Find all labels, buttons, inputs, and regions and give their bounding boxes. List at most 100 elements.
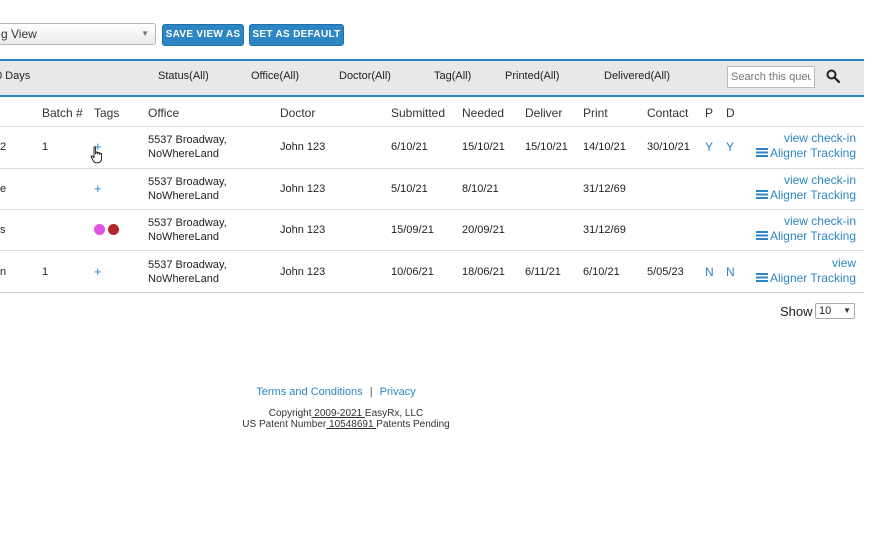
header-batch[interactable]: Batch # [42,106,83,120]
header-deliver[interactable]: Deliver [525,106,563,120]
patent-suffix: Patents Pending [376,419,450,430]
row-delivered-flag[interactable]: Y [726,140,735,154]
row-needed: 15/10/21 [462,141,505,153]
list-icon [755,231,768,240]
tag-dot-red[interactable] [108,224,119,235]
chevron-down-icon: ▼ [843,306,851,315]
view-check-in-link[interactable]: view check-in [783,131,856,145]
row-print: 6/10/21 [583,266,620,278]
patent-prefix: US Patent Number [242,419,327,430]
page-size-select[interactable]: 10 ▼ [815,303,855,319]
header-d[interactable]: D [726,106,735,120]
chevron-down-icon: ▼ [141,29,149,38]
aligner-tracking-link[interactable]: Aligner Tracking [755,229,856,244]
filter-bar: 0 Days Status(All) Office(All) Doctor(Al… [0,59,864,97]
row-deliver: 15/10/21 [525,141,568,153]
row-needed: 18/06/21 [462,266,505,278]
row-contact: 30/10/21 [647,141,690,153]
row-doctor: John 123 [280,224,326,236]
row-submitted: 10/06/21 [391,266,434,278]
table-row[interactable]: 2 1 + 5537 Broadway, NoWhereLand John 12… [0,127,864,169]
table-bottom-border [0,292,864,293]
printed-filter[interactable]: Printed(All) [505,70,560,82]
row-actions: view check-in Aligner Tracking [755,214,856,244]
row-submitted: 6/10/21 [391,141,428,153]
header-submitted[interactable]: Submitted [391,106,446,120]
view-check-in-link[interactable]: view check-in [783,173,856,187]
tag-dot-magenta[interactable] [94,224,105,235]
header-print[interactable]: Print [583,106,608,120]
aligner-tracking-link[interactable]: Aligner Tracking [755,271,856,286]
patent-number: 10548691 [326,419,377,430]
set-as-default-button[interactable]: SET AS DEFAULT [249,24,344,46]
aligner-tracking-label: Aligner Tracking [769,229,856,243]
row-first-col: 2 [0,141,7,153]
delivered-filter[interactable]: Delivered(All) [604,70,671,82]
header-doctor[interactable]: Doctor [280,106,316,120]
footer-copyright: Copyright 2009-2021 EasyRx, LLC US Paten… [0,408,692,430]
add-tag-button[interactable]: + [94,181,102,196]
view-select[interactable]: g View ▼ [0,23,156,45]
row-office-line2: NoWhereLand [148,190,219,202]
view-select-value: g View [1,27,37,41]
row-actions: view Aligner Tracking [755,256,856,286]
copyright-line: Copyright 2009-2021 EasyRx, LLC [0,408,692,419]
view-check-in-link[interactable]: view check-in [783,214,856,228]
copyright-years: 2009-2021 [311,408,365,419]
list-icon [755,273,768,282]
row-actions: view check-in Aligner Tracking [755,173,856,203]
row-contact: 5/05/23 [647,266,684,278]
aligner-tracking-label: Aligner Tracking [769,146,856,160]
header-divider [0,126,864,127]
table-row[interactable]: n 1 + 5537 Broadway, NoWhereLand John 12… [0,251,864,293]
row-needed: 20/09/21 [462,224,505,236]
days-filter[interactable]: 0 Days [0,70,31,82]
table-row[interactable]: s 5537 Broadway, NoWhereLand John 123 15… [0,210,864,251]
row-print: 14/10/21 [583,141,626,153]
terms-link[interactable]: Terms and Conditions [256,386,363,398]
row-doctor: John 123 [280,141,326,153]
save-view-as-button[interactable]: SAVE VIEW AS [162,24,244,46]
row-office-line2: NoWhereLand [148,148,219,160]
header-tags[interactable]: Tags [94,106,120,120]
row-first-col: s [0,224,6,236]
row-office-line2: NoWhereLand [148,273,219,285]
add-tag-button[interactable]: + [94,264,102,279]
row-batch: 1 [42,266,49,278]
row-delivered-flag[interactable]: N [726,265,735,279]
tag-filter[interactable]: Tag(All) [434,70,472,82]
search-input[interactable] [727,66,815,88]
row-print: 31/12/69 [583,183,626,195]
row-submitted: 15/09/21 [391,224,434,236]
office-filter[interactable]: Office(All) [251,70,300,82]
header-office[interactable]: Office [148,106,180,120]
row-printed-flag[interactable]: Y [705,140,714,154]
header-needed[interactable]: Needed [462,106,505,120]
aligner-tracking-link[interactable]: Aligner Tracking [755,188,856,203]
row-doctor: John 123 [280,183,326,195]
copyright-prefix: Copyright [268,408,312,419]
privacy-link[interactable]: Privacy [379,386,416,398]
aligner-tracking-link[interactable]: Aligner Tracking [755,146,856,161]
row-printed-flag[interactable]: N [705,265,714,279]
row-office-line1: 5537 Broadway, [148,134,227,146]
page-size-value: 10 [819,305,832,317]
doctor-filter[interactable]: Doctor(All) [339,70,391,82]
search-icon[interactable] [826,69,840,83]
table-row[interactable]: e + 5537 Broadway, NoWhereLand John 123 … [0,169,864,210]
add-tag-button[interactable]: + [94,139,102,154]
copyright-owner: EasyRx, LLC [364,408,424,419]
view-link[interactable]: view [831,256,856,270]
aligner-tracking-label: Aligner Tracking [769,188,856,202]
header-contact[interactable]: Contact [647,106,689,120]
header-p[interactable]: P [705,106,714,120]
status-filter[interactable]: Status(All) [158,70,209,82]
row-print: 31/12/69 [583,224,626,236]
row-deliver: 6/11/21 [525,266,561,278]
row-submitted: 5/10/21 [391,183,428,195]
row-office-line1: 5537 Broadway, [148,176,227,188]
patent-line: US Patent Number 10548691 Patents Pendin… [0,419,692,430]
row-doctor: John 123 [280,266,326,278]
footer-links: Terms and Conditions | Privacy [0,386,672,398]
aligner-tracking-label: Aligner Tracking [769,271,856,285]
